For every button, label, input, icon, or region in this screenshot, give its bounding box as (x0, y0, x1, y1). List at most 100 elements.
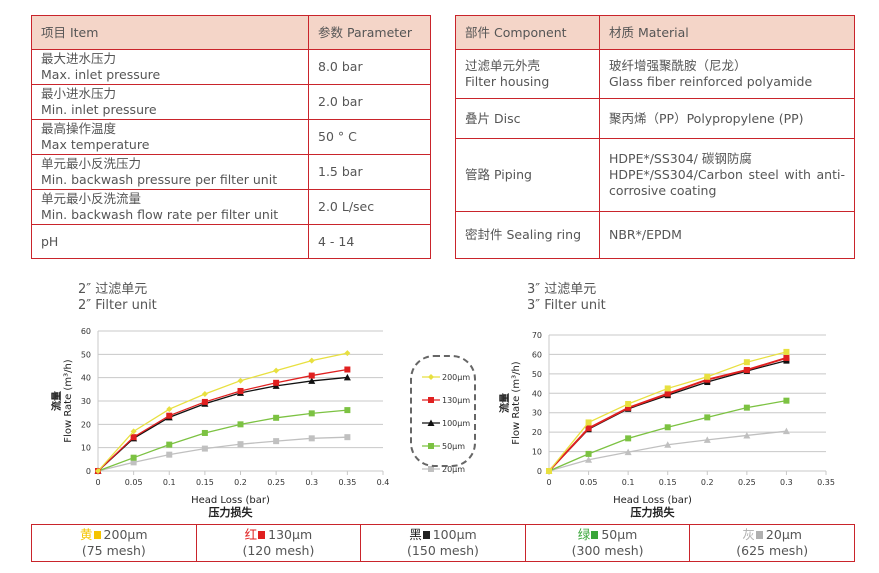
data-point (743, 366, 750, 373)
x-tick-label: 0.1 (622, 478, 635, 487)
x-tick-label: 0.25 (267, 478, 285, 487)
data-point (585, 450, 592, 457)
table-row: 最大进水压力 Max. inlet pressure 8.0 bar (31, 49, 431, 85)
y-tick-label: 20 (81, 420, 91, 429)
series-line-200µm (97, 352, 348, 472)
item-en: Min. backwash pressure per filter unit (41, 172, 278, 187)
y-tick-label: 50 (532, 370, 542, 379)
legend-label: 100µm (442, 419, 470, 428)
data-point (664, 441, 672, 448)
legend-label: 20µm (442, 465, 465, 474)
item-en: Max temperature (41, 137, 150, 152)
color-swatch (422, 531, 430, 539)
y-axis-label-zh: 流量 (50, 391, 63, 411)
item-en: Min. backwash flow rate per filter unit (41, 207, 279, 222)
color-swatch (93, 531, 101, 539)
item-zh: 单元最小反洗压力 (41, 156, 142, 171)
data-point (237, 377, 244, 384)
x-tick-label: 0.15 (196, 478, 214, 487)
param-value: 4 - 14 (308, 224, 431, 259)
data-point (308, 357, 315, 364)
data-point (308, 372, 315, 379)
data-point (95, 468, 101, 474)
series-line-130µm (548, 356, 787, 472)
component: 管路 Piping (455, 138, 600, 212)
data-point (546, 468, 552, 474)
title-zh: 2″ 过滤单元 (78, 282, 148, 297)
data-point (585, 425, 592, 432)
item-zh: 单元最小反洗流量 (41, 191, 142, 206)
x-tick-label: 0.2 (234, 478, 247, 487)
header-item: 项目 Item (31, 15, 309, 50)
data-point (130, 454, 137, 461)
x-tick-label: 0 (546, 478, 551, 487)
data-point (130, 428, 137, 435)
mesh-legend-item: 黄 200µm (75 mesh) (31, 524, 197, 562)
material: NBR*/EPDM (599, 211, 855, 259)
data-point (703, 436, 711, 443)
data-point (344, 350, 351, 357)
data-point (201, 445, 208, 452)
param-value: 8.0 bar (308, 49, 431, 85)
series-line-130µm (97, 368, 348, 472)
component: 过滤单元外壳 Filter housing (455, 49, 600, 99)
mesh-size: (75 mesh) (81, 543, 146, 558)
component: 密封件 Sealing ring (455, 211, 600, 259)
data-point (344, 366, 351, 373)
data-point (743, 431, 751, 439)
y-tick-label: 20 (532, 428, 542, 437)
data-point (783, 354, 790, 361)
data-point (308, 410, 315, 417)
mesh-size: (300 mesh) (571, 543, 644, 558)
y-tick-label: 30 (81, 397, 91, 406)
series-line-50µm (97, 409, 348, 472)
item-zh: 最高操作温度 (41, 121, 117, 136)
table-row: 单元最小反洗流量 Min. backwash flow rate per filt… (31, 189, 431, 225)
y-tick-label: 40 (532, 389, 542, 398)
data-point (166, 412, 173, 419)
x-tick-label: 0.1 (163, 478, 176, 487)
item-zh: 最小进水压力 (41, 86, 117, 101)
legend-marker (428, 397, 434, 403)
data-point (625, 400, 632, 407)
data-point (743, 359, 750, 366)
chart1-title: 2″ 过滤单元 2″ Filter unit (78, 282, 157, 314)
mesh-size: (120 mesh) (242, 543, 315, 558)
y-tick-label: 0 (537, 467, 542, 476)
mesh-size: (150 mesh) (407, 543, 479, 558)
param-value: 1.5 bar (308, 154, 431, 190)
param-value: 2.0 bar (308, 84, 431, 120)
series-line-100µm (548, 360, 787, 472)
item-zh: 最大进水压力 (41, 51, 117, 66)
y-tick-label: 40 (81, 374, 91, 383)
x-tick-label: 0.05 (125, 478, 143, 487)
spec-table: 项目 Item 参数 Parameter 最大进水压力 Max. inlet pre… (31, 15, 431, 259)
data-point (344, 434, 351, 441)
color-name: 红 (244, 527, 258, 542)
data-point (783, 397, 790, 404)
x-tick-label: 0.35 (817, 478, 835, 487)
y-axis-label-zh: 流量 (498, 393, 511, 413)
color-name: 灰 (742, 527, 755, 542)
table-row: 最小进水压力 Min. inlet pressure 2.0 bar (31, 84, 431, 120)
y-tick-label: 30 (532, 409, 542, 418)
table-row: 管路 Piping HDPE*/SS304/ 碳钢防腐 HDPE*/SS304/C… (455, 138, 855, 212)
mesh-legend-item: 红 130µm (120 mesh) (195, 524, 362, 562)
material-table: 部件 Component 材质 Material 过滤单元外壳 Filter ho… (455, 15, 855, 259)
micron-size: 130µm (268, 527, 313, 542)
legend-marker (427, 419, 435, 426)
data-point (130, 434, 137, 441)
table-row: 过滤单元外壳 Filter housing 玻纤增强聚酰胺（尼龙） Glass f… (455, 49, 855, 99)
data-point (704, 414, 711, 421)
legend-label: 130µm (442, 396, 470, 405)
data-point (166, 441, 173, 448)
data-point (704, 373, 711, 380)
y-tick-label: 60 (81, 327, 91, 336)
item-en: Max. inlet pressure (41, 67, 161, 82)
color-name: 绿 (577, 527, 591, 542)
data-point (130, 459, 137, 466)
color-swatch (591, 531, 599, 539)
micron-size: 20µm (765, 527, 802, 542)
